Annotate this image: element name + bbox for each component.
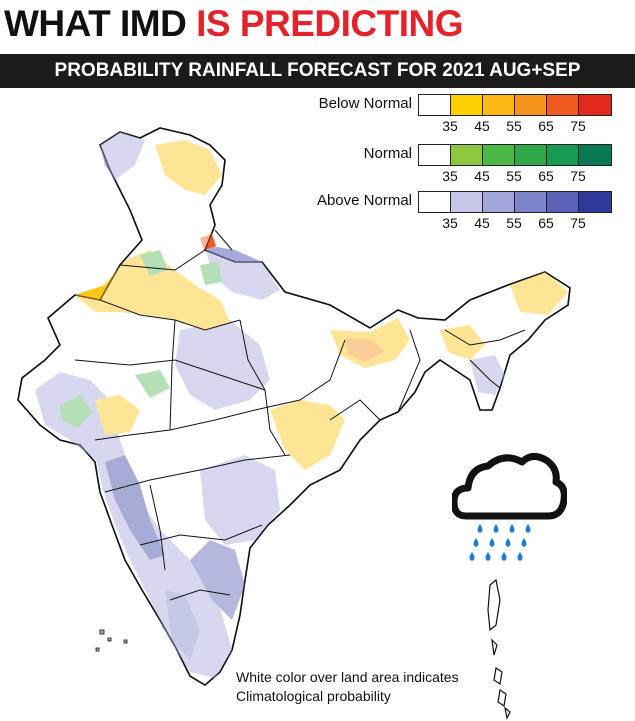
legend-label-above-normal: Above Normal <box>316 192 412 209</box>
rain-drop <box>469 552 475 561</box>
legend-tick: 75 <box>570 118 586 134</box>
legend-label-below-normal: Below Normal <box>318 95 412 112</box>
rain-drop <box>521 538 527 547</box>
rain-drop <box>501 552 507 561</box>
legend-row-above-normal: Above Normal 35 45 55 65 75 <box>300 191 620 239</box>
legend-swatch <box>419 145 451 165</box>
legend-swatch <box>483 145 515 165</box>
legend-swatch <box>579 145 611 165</box>
rain-drop <box>505 538 511 547</box>
rain-drops <box>469 524 531 561</box>
rain-drop <box>517 552 523 561</box>
india-forecast-map <box>17 127 571 720</box>
legend-tick: 45 <box>474 168 490 184</box>
map-footnote: White color over land area indicates Cli… <box>236 668 459 706</box>
legend-swatch <box>483 192 515 212</box>
headline-part-1: WHAT IMD <box>4 3 187 44</box>
lakshadweep-islands <box>95 629 128 652</box>
legend-tick: 65 <box>538 118 554 134</box>
footnote-line-2: Climatological probability <box>236 688 391 704</box>
subheading: PROBABILITY RAINFALL FORECAST FOR 2021 A… <box>54 60 581 81</box>
legend-tick: 75 <box>570 215 586 231</box>
legend-tick: 55 <box>506 168 522 184</box>
legend-tick: 45 <box>474 118 490 134</box>
legend-tick: 75 <box>570 168 586 184</box>
rain-drop <box>493 524 499 533</box>
legend-swatches-normal <box>418 144 612 166</box>
legend-tick: 55 <box>506 215 522 231</box>
legend-row-normal: Normal 35 45 55 65 75 <box>300 144 620 192</box>
legend-tick: 35 <box>442 118 458 134</box>
legend-swatch <box>451 145 483 165</box>
legend-swatches-above-normal <box>418 191 612 213</box>
legend-tick: 55 <box>506 118 522 134</box>
legend-tick: 65 <box>538 215 554 231</box>
legend-swatch <box>547 95 579 115</box>
legend-swatch <box>515 145 547 165</box>
legend-swatch <box>547 192 579 212</box>
legend-swatches-below-normal <box>418 94 612 116</box>
legend-swatch <box>483 95 515 115</box>
legend: Below Normal 35 45 55 65 75 Normal <box>300 94 620 244</box>
footnote-line-1: White color over land area indicates <box>236 669 459 685</box>
legend-swatch <box>451 95 483 115</box>
rain-drop <box>509 524 515 533</box>
legend-swatch <box>419 192 451 212</box>
headline-part-2: IS PREDICTING <box>196 3 464 44</box>
rain-drop <box>485 552 491 561</box>
legend-label-normal: Normal <box>363 145 412 162</box>
legend-row-below-normal: Below Normal 35 45 55 65 75 <box>300 94 620 142</box>
legend-swatch <box>419 95 451 115</box>
andaman-nicobar-islands <box>487 578 511 720</box>
legend-tick: 35 <box>442 168 458 184</box>
legend-swatch <box>547 145 579 165</box>
legend-tick: 35 <box>442 215 458 231</box>
legend-swatch <box>579 95 611 115</box>
legend-swatch <box>515 95 547 115</box>
rain-drop <box>525 524 531 533</box>
legend-swatch <box>451 192 483 212</box>
rain-drop <box>473 538 479 547</box>
legend-swatch <box>515 192 547 212</box>
rain-cloud-icon <box>452 453 567 561</box>
rain-drop <box>489 538 495 547</box>
legend-swatch <box>579 192 611 212</box>
subheading-bar: PROBABILITY RAINFALL FORECAST FOR 2021 A… <box>0 54 635 88</box>
legend-tick: 45 <box>474 215 490 231</box>
rain-drop <box>477 524 483 533</box>
legend-tick: 65 <box>538 168 554 184</box>
headline: WHAT IMD IS PREDICTING <box>4 2 464 46</box>
state-boundaries <box>74 229 526 601</box>
